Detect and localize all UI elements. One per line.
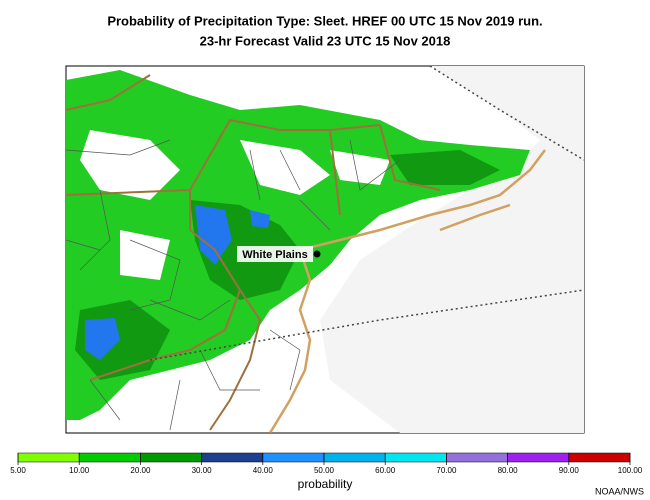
- map: White Plains: [65, 65, 585, 434]
- colorbar-segment: [201, 452, 264, 463]
- colorbar-tick-label: 90.00: [559, 466, 580, 475]
- colorbar-segment: [446, 452, 508, 463]
- colorbar-segment: [17, 452, 80, 463]
- colorbar-tick-label: 10.00: [69, 466, 90, 475]
- colorbar-tick-label: 5.00: [10, 466, 26, 475]
- colorbar-tick-label: 20.00: [130, 466, 151, 475]
- colorbar-tick-label: 80.00: [498, 466, 519, 475]
- colorbar-segment: [507, 452, 570, 463]
- colorbar-segment: [323, 452, 386, 463]
- colorbar-label: probability: [298, 477, 353, 491]
- colorbar-segment: [140, 452, 202, 463]
- colorbar-tick-label: 30.00: [192, 466, 213, 475]
- colorbar-segment: [78, 452, 141, 463]
- colorbar-segment: [384, 452, 447, 463]
- title-line-2: 23-hr Forecast Valid 23 UTC 15 Nov 2018: [200, 33, 451, 48]
- colorbar: 5.00 10.00 20.00 30.00 40.00 50.00 60.00 70.00 8…: [10, 452, 643, 475]
- colorbar-tick-label: 100.00: [618, 466, 643, 475]
- title-line-1: Probability of Precipitation Type: Sleet…: [107, 13, 542, 28]
- colorbar-tick-label: 70.00: [436, 466, 457, 475]
- colorbar-tick-label: 40.00: [253, 466, 274, 475]
- colorbar-segment: [568, 452, 631, 463]
- colorbar-tick-label: 50.00: [314, 466, 335, 475]
- credit: NOAA/NWS: [595, 486, 644, 496]
- place-marker: [313, 250, 321, 258]
- colorbar-segment: [262, 452, 325, 463]
- colorbar-tick-label: 60.00: [375, 466, 396, 475]
- place-label: White Plains: [242, 249, 307, 261]
